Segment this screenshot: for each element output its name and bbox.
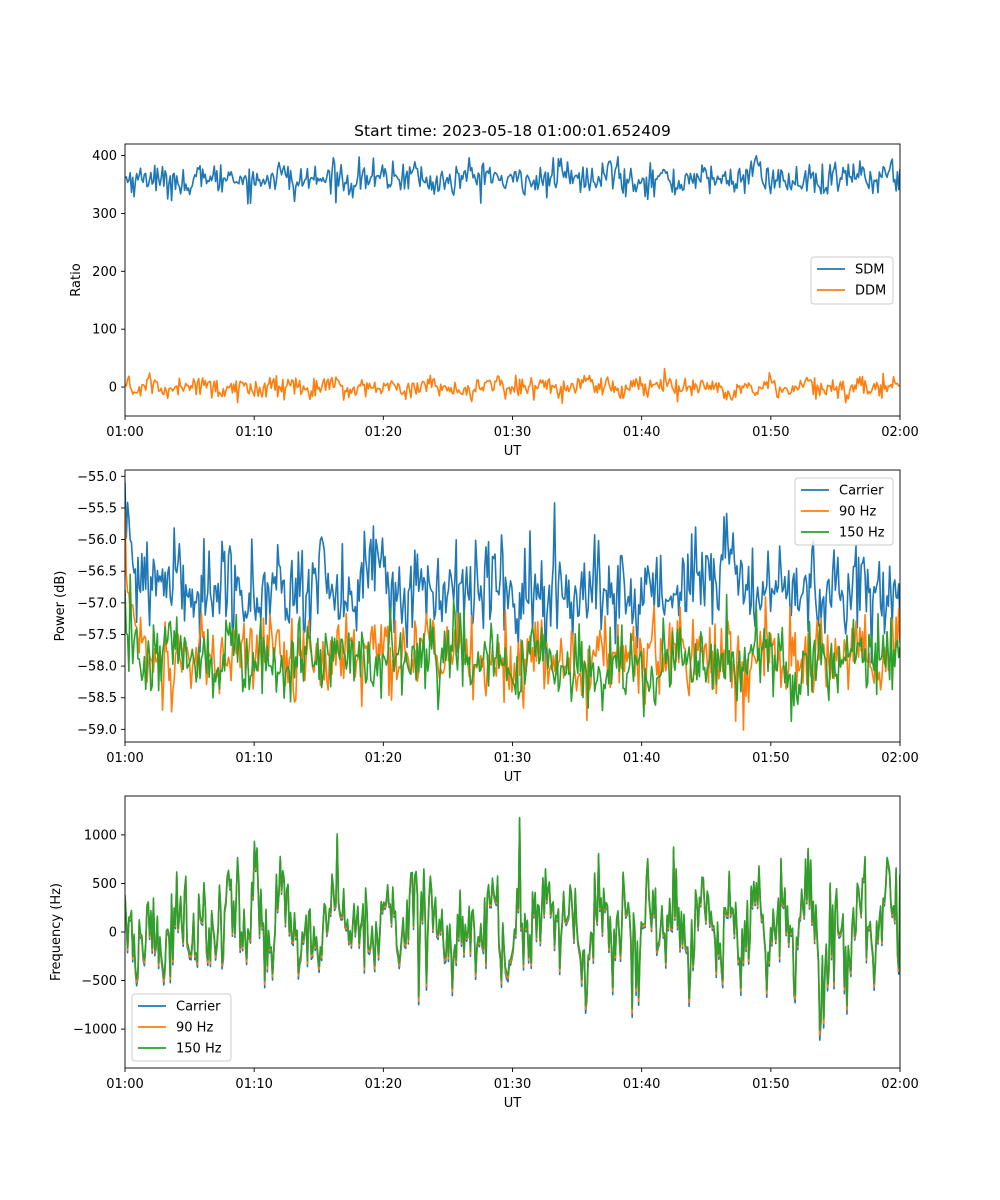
- x-tick-label: 01:00: [106, 1077, 143, 1092]
- series-line-sdm: [125, 154, 900, 205]
- x-tick-label: 01:00: [106, 751, 143, 766]
- legend-label: 90 Hz: [839, 505, 876, 520]
- y-tick-label: −56.0: [77, 533, 117, 548]
- legend-label: Carrier: [176, 1000, 221, 1015]
- x-tick-label: 01:40: [623, 1077, 660, 1092]
- legend-box: [794, 477, 894, 546]
- series-line-150-hz: [125, 816, 900, 1032]
- figure-title: Start time: 2023-05-18 01:00:01.652409: [354, 122, 671, 140]
- x-tick-label: 01:10: [235, 751, 272, 766]
- y-tick-label: −58.0: [77, 660, 117, 675]
- x-tick-label: 02:00: [881, 1077, 918, 1092]
- y-tick-label: 200: [92, 265, 117, 280]
- y-tick-label: 1000: [84, 828, 117, 843]
- x-axis-label: UT: [504, 770, 522, 785]
- x-tick-label: 01:50: [752, 751, 789, 766]
- x-tick-label: 01:30: [494, 751, 531, 766]
- x-tick-label: 01:30: [494, 425, 531, 440]
- x-tick-label: 01:50: [752, 1077, 789, 1092]
- legend-label: 150 Hz: [176, 1042, 222, 1057]
- series-line-carrier: [125, 482, 900, 671]
- x-tick-label: 01:20: [365, 425, 402, 440]
- x-tick-label: 01:30: [494, 1077, 531, 1092]
- legend-label: 150 Hz: [839, 526, 885, 541]
- y-tick-label: −55.0: [77, 470, 117, 485]
- x-tick-label: 01:20: [365, 751, 402, 766]
- x-tick-label: 01:00: [106, 425, 143, 440]
- power-panel: 01:00 01:10 01:20 01:30 01:40 01:50 02:00 −55.0…: [53, 469, 919, 785]
- legend-label: SDM: [855, 263, 884, 278]
- legend: Carrier 90 Hz 150 Hz: [131, 993, 232, 1062]
- y-tick-label: −57.5: [77, 628, 117, 643]
- y-tick-label: −56.5: [77, 565, 117, 580]
- y-tick-label: −1000: [73, 1023, 117, 1038]
- y-tick-label: −59.0: [77, 723, 117, 738]
- y-tick-label: −55.5: [77, 501, 117, 516]
- x-tick-label: 02:00: [881, 425, 918, 440]
- x-tick-label: 02:00: [881, 751, 918, 766]
- y-axis-label: Power (dB): [53, 571, 68, 642]
- y-tick-label: 300: [92, 207, 117, 222]
- legend-label: Carrier: [839, 484, 884, 499]
- x-axis-label: UT: [504, 1096, 522, 1111]
- y-tick-label: 500: [92, 877, 117, 892]
- y-tick-label: −58.5: [77, 691, 117, 706]
- y-axis-label: Frequency (Hz): [49, 883, 64, 981]
- legend: Carrier 90 Hz 150 Hz: [794, 477, 894, 546]
- y-tick-label: 400: [92, 149, 117, 164]
- frequency-panel: 01:00 01:10 01:20 01:30 01:40 01:50 02:00 1000 5…: [49, 795, 919, 1111]
- x-tick-label: 01:10: [235, 425, 272, 440]
- series-line-150-hz: [125, 573, 900, 723]
- y-tick-label: 0: [109, 926, 117, 941]
- series-line-ddm: [125, 367, 900, 404]
- legend-box: [131, 993, 232, 1062]
- y-tick-label: −57.0: [77, 596, 117, 611]
- y-tick-label: 100: [92, 323, 117, 338]
- x-tick-label: 01:40: [623, 751, 660, 766]
- x-tick-label: 01:20: [365, 1077, 402, 1092]
- x-tick-label: 01:50: [752, 425, 789, 440]
- legend: SDM DDM: [810, 256, 894, 305]
- legend-label: DDM: [855, 284, 886, 299]
- y-tick-label: 0: [109, 381, 117, 396]
- y-tick-label: −500: [81, 974, 117, 989]
- y-axis-label: Ratio: [69, 263, 84, 296]
- x-tick-label: 01:40: [623, 425, 660, 440]
- ratio-panel: 01:00 01:10 01:20 01:30 01:40 01:50 02:00 0 100 2…: [69, 143, 919, 459]
- x-tick-label: 01:10: [235, 1077, 272, 1092]
- x-axis-label: UT: [504, 444, 522, 459]
- legend-label: 90 Hz: [176, 1021, 213, 1036]
